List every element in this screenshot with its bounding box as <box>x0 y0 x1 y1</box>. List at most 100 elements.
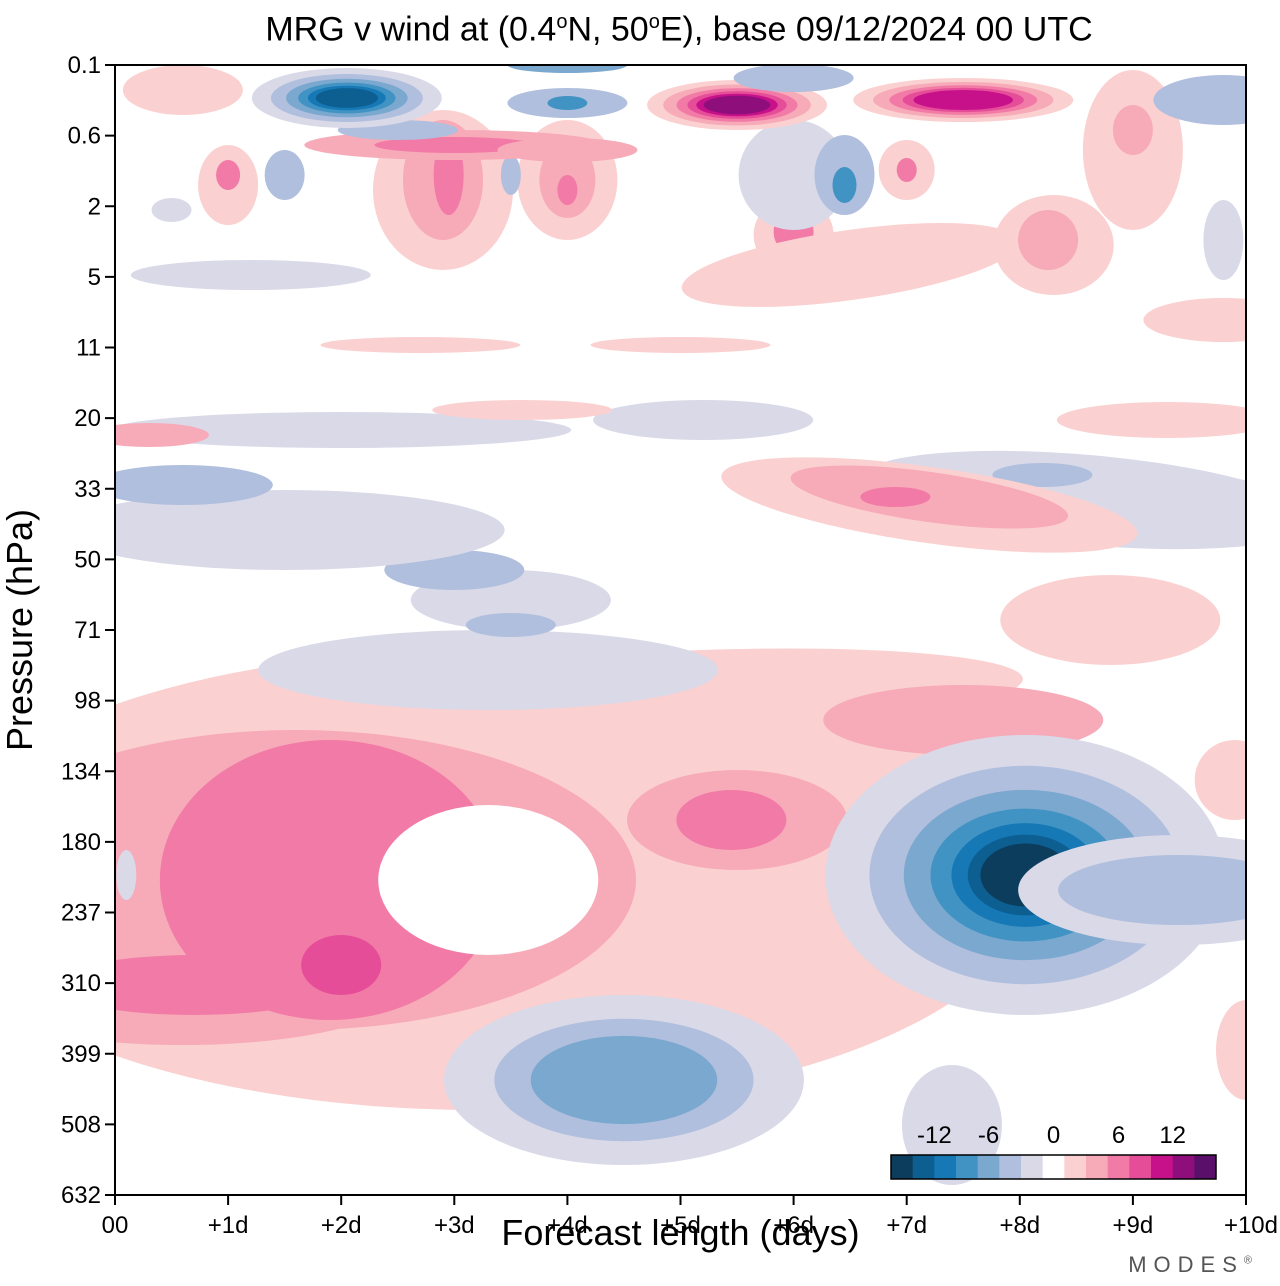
x-tick-label: +1d <box>208 1212 249 1239</box>
colorbar-swatch <box>977 1155 1000 1179</box>
x-tick-label: +8d <box>999 1212 1040 1239</box>
y-tick-label: 180 <box>61 829 101 856</box>
x-axis-label: Forecast length (days) <box>501 1212 860 1253</box>
contour-fields <box>115 65 1246 1185</box>
y-tick-label: 98 <box>74 688 101 715</box>
chart-title: MRG v wind at (0.4oN, 50oE), base 09/12/… <box>0 0 1280 51</box>
positive-tongue-310-core <box>115 955 335 1015</box>
y-tick-label: 20 <box>74 405 101 432</box>
negative-core-33-left <box>115 465 273 505</box>
negative-tail-8d-core <box>1058 855 1246 925</box>
y-tick-label: 71 <box>74 617 101 644</box>
colorbar-swatch <box>1021 1155 1044 1179</box>
positive-top-left <box>122 65 243 115</box>
positive-plume-9d-core <box>1112 105 1153 155</box>
negative-core-71 <box>465 613 556 637</box>
negative-top-4d-upper <box>507 65 628 73</box>
positive-streak-20 <box>432 400 613 420</box>
brand-logo: MODES® <box>1128 1252 1252 1278</box>
positive-plume-1d-core <box>216 160 241 190</box>
x-axis: 00 +1d +2d +3d +4d +5d +6d +7d +8d +9d +10d <box>102 1195 1278 1239</box>
positive-patch-9d <box>1000 575 1221 665</box>
positive-blob-8d-core <box>1018 210 1079 270</box>
negative-region-4d-level-3 <box>530 1035 718 1125</box>
positive-edge-11 <box>1143 298 1246 342</box>
negative-blob-6d <box>738 120 849 230</box>
title-degree-2: o <box>648 11 660 33</box>
negative-band-20 <box>115 412 572 448</box>
negative-blob-left <box>151 198 192 222</box>
colorbar-swatch <box>1194 1155 1217 1179</box>
positive-top-7d-level-5 <box>913 90 1013 110</box>
positive-edge-10d <box>1194 740 1246 820</box>
colorbar-swatch <box>1086 1155 1109 1179</box>
brand-name: MODES <box>1128 1252 1244 1277</box>
positive-edge-10d-lower <box>1216 1000 1246 1100</box>
y-tick-label: 5 <box>88 264 101 291</box>
negative-blob-3d <box>500 155 521 195</box>
x-tick-label: +4d <box>547 1212 588 1239</box>
negative-blob-1d <box>264 150 305 200</box>
y-tick-label: 50 <box>74 546 101 573</box>
y-tick-label: 134 <box>61 758 101 785</box>
colorbar-frame <box>890 1154 1217 1180</box>
x-tick-label: +5d <box>660 1212 701 1239</box>
colorbar-swatch <box>1151 1155 1174 1179</box>
positive-band-5d <box>681 223 1019 307</box>
title-mid: N, 50 <box>567 10 649 49</box>
positive-core-33 <box>860 487 931 507</box>
y-tick-label: 399 <box>61 1041 101 1068</box>
x-tick-label: +9d <box>1113 1212 1154 1239</box>
y-tick-label: 310 <box>61 970 101 997</box>
positive-plume-4d-l3 <box>557 175 578 205</box>
colorbar: -12 -6 0 6 12 <box>890 1122 1217 1180</box>
positive-plume-7d-core <box>896 158 917 182</box>
positive-core-2d-l3 <box>159 740 500 1020</box>
colorbar-swatch <box>912 1155 935 1179</box>
positive-streak-11 <box>320 337 521 353</box>
negative-top-10d <box>1153 75 1246 125</box>
y-axis: 0.1 0.6 2 5 11 20 33 50 71 98 134 180 237 310 399 508 63… <box>61 52 115 1209</box>
colorbar-swatch <box>999 1155 1022 1179</box>
positive-streak-20-right <box>1056 402 1246 438</box>
negative-edge-left <box>116 850 137 900</box>
negative-band-33 <box>115 490 505 570</box>
positive-top-5d-level-6 <box>703 95 771 115</box>
negative-top-4d-core <box>547 96 588 110</box>
colorbar-swatch <box>934 1155 957 1179</box>
negative-top-6d <box>733 65 854 92</box>
positive-band-06-4d <box>497 138 638 162</box>
x-tick-label: +2d <box>321 1212 362 1239</box>
x-tick-label: +3d <box>434 1212 475 1239</box>
brand-mark: ® <box>1243 1254 1252 1267</box>
y-tick-label: 0.1 <box>68 52 101 79</box>
colorbar-swatch <box>956 1155 979 1179</box>
colorbar-swatch <box>1107 1155 1130 1179</box>
positive-streak-20-left <box>115 423 209 447</box>
x-tick-label: +6d <box>773 1212 814 1239</box>
negative-band-20-mid <box>593 400 814 440</box>
positive-max-5d-l3 <box>676 790 787 850</box>
colorbar-swatch <box>1042 1155 1065 1179</box>
negative-streak-5hpa <box>130 260 371 290</box>
title-suffix: E), base 09/12/2024 00 UTC <box>659 10 1093 49</box>
y-tick-label: 508 <box>61 1111 101 1138</box>
title-degree-1: o <box>556 11 568 33</box>
negative-core-33-right <box>992 463 1093 487</box>
y-tick-label: 2 <box>88 193 101 220</box>
neutral-hole-3d <box>378 805 599 955</box>
y-axis-label: Pressure (hPa) <box>0 508 40 752</box>
y-tick-label: 0.6 <box>68 123 101 150</box>
negative-top-2d-level-6 <box>315 88 378 108</box>
negative-edge-right <box>1203 200 1244 280</box>
y-tick-label: 33 <box>74 476 101 503</box>
positive-streak-11-mid <box>590 337 771 353</box>
colorbar-swatch <box>1129 1155 1152 1179</box>
y-tick-label: 11 <box>76 335 101 362</box>
colorbar-label: -12 <box>917 1122 952 1149</box>
colorbar-label: -6 <box>978 1122 999 1149</box>
y-tick-label: 237 <box>61 900 101 927</box>
colorbar-swatch <box>1172 1155 1195 1179</box>
colorbar-swatch <box>891 1155 914 1179</box>
